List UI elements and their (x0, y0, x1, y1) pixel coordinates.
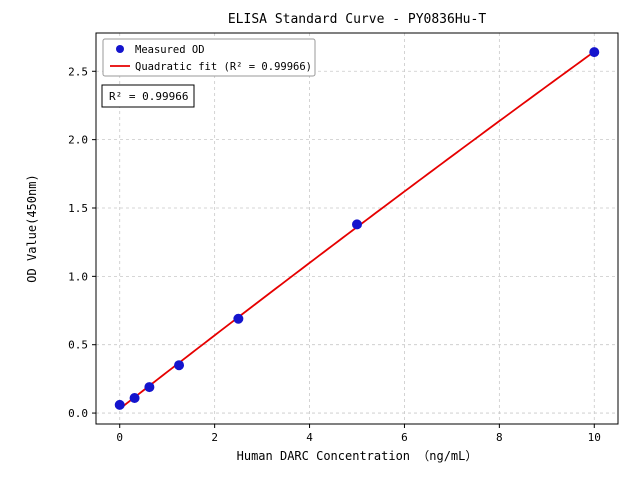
y-tick-label: 2.0 (68, 134, 88, 147)
r-squared-box (101, 84, 195, 108)
data-point (352, 219, 362, 230)
data-point (144, 382, 155, 393)
x-axis-label: Human DARC Concentration （ng/mL） (237, 449, 478, 463)
data-point (129, 393, 140, 404)
legend-label-measured-od: Measured OD (135, 44, 205, 56)
y-axis-label: OD Value(450nm) (25, 174, 39, 282)
plot-border (95, 32, 619, 425)
data-point (589, 47, 600, 58)
legend: Measured OD Quadratic fit (R² = 0.99966) (102, 38, 316, 77)
y-tick-label: 1.5 (68, 202, 88, 215)
legend-label-quadratic-fit: Quadratic fit (R² = 0.99966) (135, 61, 312, 73)
x-tick-label: 10 (588, 431, 601, 444)
legend-box (102, 38, 316, 77)
x-tick-label: 0 (116, 431, 123, 444)
legend-marker-dot (116, 45, 124, 53)
y-tick-label: 0.0 (68, 407, 88, 420)
x-tick-label: 2 (211, 431, 218, 444)
y-tick-label: 0.5 (68, 339, 88, 352)
x-tick-label: 6 (401, 431, 408, 444)
x-tick-label: 8 (496, 431, 503, 444)
y-tick-label: 1.0 (68, 270, 88, 283)
x-tick-label: 4 (306, 431, 313, 444)
r-squared-annotation: R² = 0.99966 (101, 84, 195, 108)
chart-title: ELISA Standard Curve - PY0836Hu-T (228, 12, 486, 27)
data-point (174, 360, 185, 371)
data-point (114, 399, 125, 410)
y-tick-label: 2.5 (68, 65, 88, 78)
data-point (233, 313, 244, 324)
r-squared-text: R² = 0.99966 (109, 90, 188, 103)
